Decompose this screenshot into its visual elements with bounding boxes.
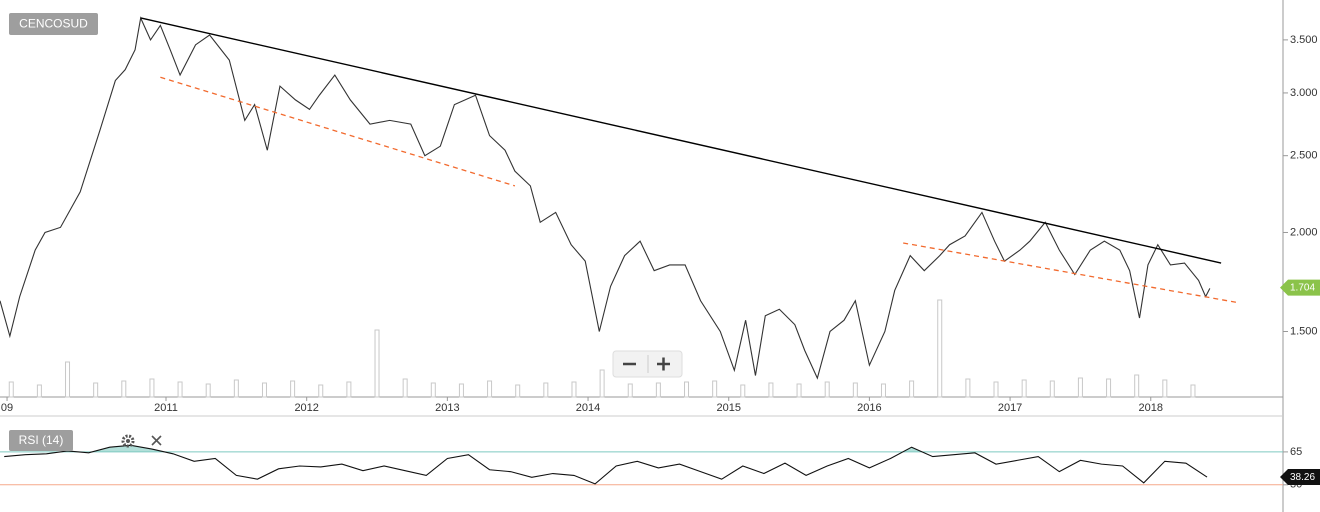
- symbol-badge: [9, 13, 98, 35]
- last-value-tag: [1280, 469, 1320, 486]
- remove-indicator-button[interactable]: [151, 435, 162, 446]
- y-tick-label: 2.500: [1290, 150, 1318, 162]
- trendline: [903, 242, 1240, 304]
- oversold-fill: [4, 445, 1207, 484]
- volume-bar: [655, 382, 661, 398]
- x-tick-label: 2014: [576, 402, 600, 414]
- y-tick-label: 1.500: [1290, 325, 1318, 337]
- y-tick-label: 2.000: [1290, 226, 1318, 238]
- indicator-title: RSI (14): [19, 433, 64, 447]
- volume-bar: [852, 382, 858, 398]
- volume-bar: [402, 378, 408, 398]
- volume-bar: [458, 383, 464, 398]
- x-tick-label: 2016: [857, 402, 881, 414]
- volume-bar: [543, 382, 549, 398]
- volume-bar: [1190, 384, 1196, 398]
- volume-bar: [149, 378, 155, 398]
- volume-bar: [1134, 374, 1140, 398]
- overbought-fill: [4, 445, 1208, 452]
- volume-bar: [880, 383, 886, 398]
- volume-bar: [1162, 379, 1168, 398]
- x-tick-label: 09: [1, 402, 13, 414]
- volume-bar: [965, 378, 971, 398]
- volume-bar: [346, 381, 352, 398]
- y-tick-label: 3.500: [1290, 34, 1318, 46]
- volume-bar: [627, 383, 633, 398]
- y-tick-label: 65: [1290, 446, 1302, 458]
- volume-bar: [121, 380, 127, 398]
- last-value-label: 38.26: [1290, 472, 1315, 483]
- volume-bar: [65, 361, 71, 398]
- x-tick-label: 2012: [294, 402, 318, 414]
- volume-bar: [318, 384, 324, 398]
- x-tick-label: 2018: [1139, 402, 1163, 414]
- symbol-title: CENCOSUD: [19, 17, 88, 31]
- volume-bar: [290, 380, 296, 398]
- volume-bar: [430, 382, 436, 398]
- volume-bar: [515, 384, 521, 398]
- volume-bar: [374, 329, 380, 398]
- volume-bar: [909, 380, 915, 398]
- volume-bar: [233, 379, 239, 398]
- volume-bar: [993, 381, 999, 398]
- zoom-in-button[interactable]: [657, 357, 670, 371]
- x-tick-label: 2011: [154, 402, 178, 414]
- volume-bar: [93, 382, 99, 398]
- y-tick-label: 3.000: [1290, 87, 1318, 99]
- trendline: [160, 76, 516, 187]
- volume-bar: [1106, 378, 1112, 398]
- volume-bar: [937, 299, 943, 398]
- volume-bar: [1021, 379, 1027, 398]
- zoom-controls: [612, 350, 683, 378]
- volume-bar: [599, 369, 605, 398]
- trendline: [140, 17, 1222, 264]
- volume-bar: [8, 381, 14, 398]
- volume-bar: [261, 382, 267, 398]
- last-value-label: 1.704: [1290, 283, 1315, 294]
- volume-bar: [1049, 380, 1055, 398]
- volume-bar: [36, 384, 42, 398]
- x-tick-label: 2017: [998, 402, 1022, 414]
- volume-bar: [487, 380, 493, 398]
- volume-bar: [684, 381, 690, 398]
- price-line: [4, 444, 1208, 485]
- x-tick-label: 2015: [716, 402, 740, 414]
- last-value-tag: [1280, 279, 1320, 296]
- volume-bar: [571, 381, 577, 398]
- indicator-badge: [9, 430, 73, 451]
- volume-bar: [177, 381, 183, 398]
- plot-layer: 1.500 2.000 2.500 3.000 3.500 09 2011 2012 2013 2…: [0, 16, 1320, 491]
- x-tick-label: 2013: [435, 402, 459, 414]
- price-line: [0, 16, 1211, 380]
- volume-bar: [712, 380, 718, 398]
- volume-bar: [768, 382, 774, 398]
- volume-bar: [1077, 377, 1083, 398]
- settings-button[interactable]: [121, 434, 135, 448]
- volume-bar: [205, 383, 211, 398]
- volume-bar: [824, 381, 830, 398]
- volume-bar: [740, 384, 746, 398]
- volume-bar: [796, 383, 802, 398]
